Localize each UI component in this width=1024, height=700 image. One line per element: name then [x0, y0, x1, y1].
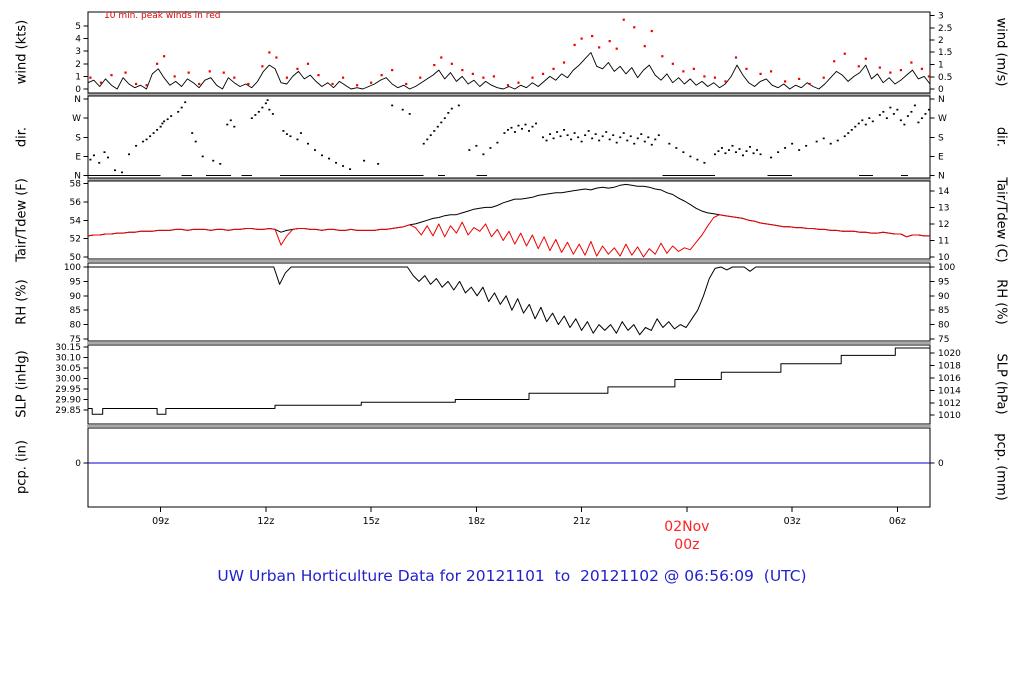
svg-text:0: 0 — [938, 85, 944, 95]
svg-text:3: 3 — [938, 12, 944, 22]
dir-right-axis-title: dir. — [993, 126, 1009, 148]
svg-text:85: 85 — [70, 306, 81, 316]
svg-text:N: N — [938, 95, 945, 105]
svg-text:30.10: 30.10 — [55, 354, 81, 364]
svg-text:0: 0 — [75, 459, 81, 469]
svg-text:54: 54 — [70, 216, 82, 226]
svg-text:0.5: 0.5 — [938, 73, 952, 83]
svg-text:58: 58 — [70, 180, 82, 190]
svg-text:E: E — [75, 152, 81, 162]
svg-text:95: 95 — [938, 277, 949, 287]
svg-text:1010: 1010 — [938, 411, 961, 421]
svg-text:75: 75 — [70, 335, 81, 345]
svg-text:95: 95 — [70, 277, 81, 287]
svg-text:1012: 1012 — [938, 399, 961, 409]
dir-left-axis-title: dir. — [14, 126, 30, 148]
svg-text:12: 12 — [938, 220, 949, 230]
rh-panel: 75 80 85 90 95 100 75 80 85 90 95 100 — [64, 262, 955, 345]
svg-text:1018: 1018 — [938, 362, 961, 372]
svg-text:02Nov: 02Nov — [664, 519, 709, 535]
temp-left-axis-title: Tair/Tdew (F) — [14, 178, 30, 262]
svg-text:S: S — [938, 133, 944, 143]
svg-text:85: 85 — [938, 306, 949, 316]
peak-winds-note: 10 min. peak winds in red — [104, 11, 221, 21]
wind-left-axis-title: wind (kts) — [14, 19, 30, 85]
svg-text:06z: 06z — [889, 516, 906, 527]
svg-text:03z: 03z — [784, 516, 801, 527]
svg-text:W: W — [72, 114, 81, 124]
pcp-right-axis-title: pcp. (mm) — [993, 433, 1009, 501]
slp-right-axis-title: SLP (hPa) — [993, 353, 1009, 415]
pcp-left-axis-title: pcp. (in) — [14, 440, 30, 494]
svg-text:1020: 1020 — [938, 349, 961, 359]
svg-text:N: N — [938, 172, 945, 182]
svg-text:30.00: 30.00 — [55, 375, 81, 385]
temp-panel: 50 52 54 56 58 10 11 12 13 14 — [70, 180, 950, 264]
svg-text:1016: 1016 — [938, 374, 961, 384]
wind-right-axis-title: wind (m/s) — [993, 17, 1009, 87]
svg-text:2: 2 — [938, 36, 944, 46]
svg-text:4: 4 — [75, 35, 81, 45]
svg-text:0: 0 — [938, 459, 944, 469]
svg-text:90: 90 — [70, 292, 82, 302]
svg-text:56: 56 — [70, 198, 82, 208]
svg-text:1.5: 1.5 — [938, 48, 952, 58]
svg-text:N: N — [74, 95, 81, 105]
svg-text:21z: 21z — [573, 516, 590, 527]
svg-text:75: 75 — [938, 335, 949, 345]
svg-text:30.15: 30.15 — [55, 343, 81, 353]
x-axis: 09z 12z 15z 18z 21z 02Nov 00z 03z 06z — [152, 507, 906, 553]
svg-text:2: 2 — [75, 60, 81, 70]
svg-text:90: 90 — [938, 292, 950, 302]
wind-panel: 0 1 2 3 4 5 0 0.5 1 1.5 2 2.5 3 — [75, 11, 952, 95]
svg-text:80: 80 — [938, 321, 950, 331]
svg-text:18z: 18z — [468, 516, 485, 527]
chart-title: UW Urban Horticulture Data for 20121101 … — [217, 567, 807, 585]
svg-text:13: 13 — [938, 203, 949, 213]
svg-text:100: 100 — [64, 263, 81, 273]
svg-text:12z: 12z — [257, 516, 274, 527]
svg-text:1014: 1014 — [938, 386, 961, 396]
svg-text:E: E — [938, 152, 944, 162]
svg-text:5: 5 — [75, 22, 81, 32]
rh-left-axis-title: RH (%) — [14, 279, 30, 325]
svg-text:2.5: 2.5 — [938, 24, 952, 34]
svg-text:30.05: 30.05 — [55, 364, 81, 374]
slp-left-axis-title: SLP (inHg) — [14, 350, 30, 418]
svg-text:S: S — [75, 133, 81, 143]
svg-text:11: 11 — [938, 236, 949, 246]
svg-text:00z: 00z — [674, 537, 699, 553]
rh-right-axis-title: RH (%) — [993, 279, 1009, 325]
svg-text:50: 50 — [70, 253, 82, 263]
svg-text:1: 1 — [938, 61, 944, 71]
temp-right-axis-title: Tair/Tdew (C) — [993, 177, 1009, 263]
svg-text:52: 52 — [70, 235, 81, 245]
svg-text:14: 14 — [938, 187, 950, 197]
svg-text:100: 100 — [938, 263, 955, 273]
svg-text:1: 1 — [75, 72, 81, 82]
svg-text:29.85: 29.85 — [55, 406, 81, 416]
svg-text:0: 0 — [75, 85, 81, 95]
svg-text:09z: 09z — [152, 516, 169, 527]
svg-text:29.95: 29.95 — [55, 385, 81, 395]
svg-text:15z: 15z — [363, 516, 380, 527]
svg-text:N: N — [74, 172, 81, 182]
svg-text:3: 3 — [75, 47, 81, 57]
svg-text:10: 10 — [938, 253, 950, 263]
svg-text:80: 80 — [70, 321, 82, 331]
svg-text:29.90: 29.90 — [55, 396, 81, 406]
svg-text:W: W — [938, 114, 947, 124]
